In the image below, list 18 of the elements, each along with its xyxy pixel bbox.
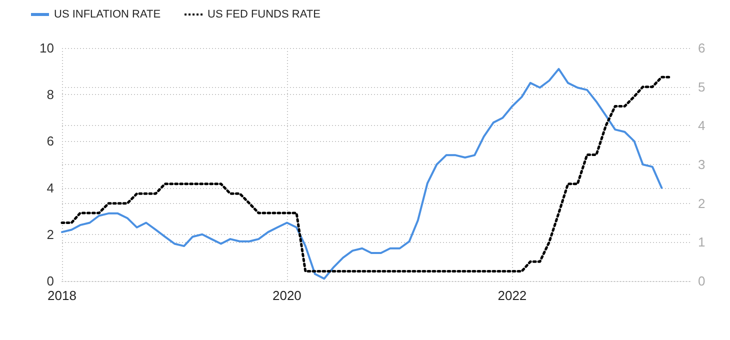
legend-label: US FED FUNDS RATE xyxy=(208,8,320,20)
y-tick-label: 10 xyxy=(40,40,54,56)
y-tick-label: 8 xyxy=(46,87,54,102)
x-tick-label: 2018 xyxy=(48,288,76,303)
y-tick-label: 2 xyxy=(46,226,54,242)
y-tick-label: 4 xyxy=(46,180,54,196)
x-tick-label: 2022 xyxy=(498,288,527,303)
y2-tick-label: 6 xyxy=(698,40,706,56)
y2-tick-label: 4 xyxy=(698,118,706,134)
y2-tick-label: 0 xyxy=(698,274,706,288)
y2-tick-label: 1 xyxy=(698,234,706,250)
y2-tick-label: 2 xyxy=(698,196,706,211)
y-tick-label: 6 xyxy=(46,134,54,149)
y2-tick-label: 5 xyxy=(698,79,706,94)
y-tick-label: 0 xyxy=(46,274,54,288)
x-tick-label: 2020 xyxy=(272,288,302,303)
legend-label: US INFLATION RATE xyxy=(54,8,161,20)
y2-tick-label: 3 xyxy=(698,157,706,172)
